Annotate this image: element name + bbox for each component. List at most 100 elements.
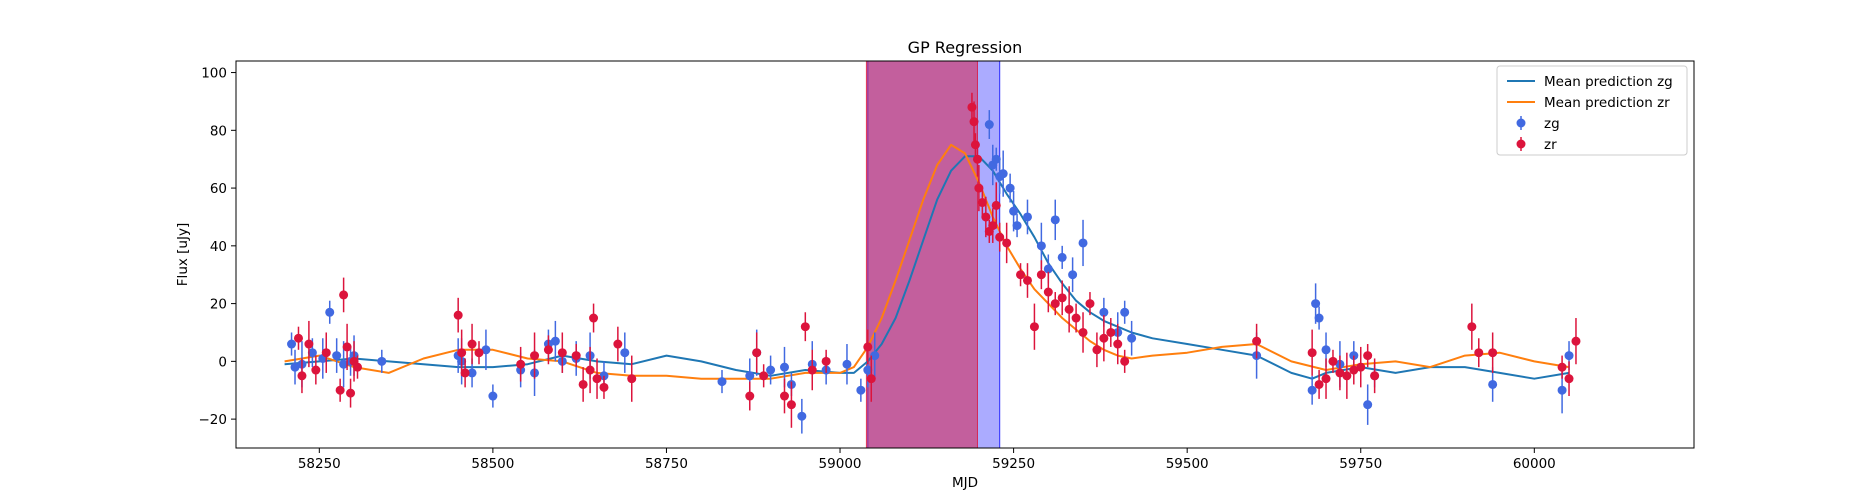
zg-point — [1557, 385, 1567, 395]
zg-point — [1050, 215, 1060, 225]
zr-point — [1078, 327, 1088, 337]
zg-point — [1127, 333, 1137, 343]
zg-point — [745, 371, 755, 381]
zr-point — [1071, 313, 1081, 323]
zg-point — [1057, 252, 1067, 262]
zr-point — [1349, 365, 1359, 375]
zr-point — [467, 339, 477, 349]
zg-point — [1005, 183, 1015, 193]
zg-point — [620, 348, 630, 358]
zg-point — [1099, 307, 1109, 317]
zg-point — [290, 362, 300, 372]
y-tick-label: 100 — [201, 66, 227, 82]
legend-label: zr — [1544, 137, 1557, 153]
zr-point — [981, 212, 991, 222]
zr-point — [1314, 379, 1324, 389]
y-tick-label: 80 — [210, 123, 227, 139]
legend-label: zg — [1544, 116, 1560, 132]
zr-point — [800, 322, 810, 332]
zg-point — [1488, 379, 1498, 389]
x-axis: 58250 58500 58750 59000 59250 59500 59750 60000 — [298, 448, 1556, 472]
y-tick-label: 40 — [210, 239, 227, 255]
x-tick-label: 58250 — [298, 456, 341, 472]
zr-point — [779, 391, 789, 401]
zr-point — [1120, 356, 1130, 366]
zr-point — [972, 154, 982, 164]
x-axis-title: MJD — [952, 475, 978, 491]
zg-point — [1068, 270, 1078, 280]
zg-point — [797, 411, 807, 421]
zr-point — [474, 348, 484, 358]
zr-point — [1022, 275, 1032, 285]
zr-point — [1106, 327, 1116, 337]
zr-point — [988, 221, 998, 231]
zr-point — [1564, 374, 1574, 384]
zr-point — [613, 339, 623, 349]
zg-point — [1022, 212, 1032, 222]
zr-point — [297, 371, 307, 381]
zr-point — [863, 342, 873, 352]
zr-point — [571, 351, 581, 361]
y-tick-label: 60 — [210, 181, 227, 197]
zr-point — [1252, 336, 1262, 346]
zr-point — [1328, 356, 1338, 366]
zr-point — [1050, 299, 1060, 309]
zr-point — [1571, 336, 1581, 346]
zg-point — [1564, 351, 1574, 361]
zr-point — [1557, 362, 1567, 372]
legend: Mean prediction zg Mean prediction zr zg zr — [1496, 65, 1688, 156]
zg-point — [779, 362, 789, 372]
zg-point — [488, 391, 498, 401]
plot-frame — [235, 60, 1695, 449]
zr-point — [460, 368, 470, 378]
x-tick-label: 59750 — [1339, 456, 1382, 472]
zr-point — [866, 374, 876, 384]
zr-point — [1474, 348, 1484, 358]
zr-point — [557, 348, 567, 358]
legend-box — [1496, 65, 1688, 156]
zg-point — [1307, 385, 1317, 395]
zg-point — [1043, 264, 1053, 274]
zr-point — [339, 290, 349, 300]
zg-point — [984, 120, 994, 130]
zg-point — [1012, 221, 1022, 231]
zr-point — [1029, 322, 1039, 332]
zg-point — [717, 377, 727, 387]
zr-point — [457, 348, 467, 358]
y-axis-title: Flux [uJy] — [175, 223, 191, 286]
zg-point — [467, 368, 477, 378]
x-tick-label: 60000 — [1513, 456, 1556, 472]
zr-point — [453, 310, 463, 320]
zg-point — [856, 385, 866, 395]
zr-point — [1016, 270, 1026, 280]
zg-point — [481, 345, 491, 355]
zg-point — [550, 336, 560, 346]
zr-point — [991, 200, 1001, 210]
zg-point — [339, 359, 349, 369]
zg-point — [1120, 307, 1130, 317]
zg-point — [325, 307, 335, 317]
zg-point — [1363, 400, 1373, 410]
zr-point — [592, 374, 602, 384]
zr-point — [346, 388, 356, 398]
x-tick-label: 59000 — [819, 456, 862, 472]
zr-point — [977, 198, 987, 208]
zr-point — [627, 374, 637, 384]
zg-point — [1078, 238, 1088, 248]
series-line-1 — [284, 143, 1570, 380]
zg-point — [1311, 299, 1321, 309]
zg-point — [870, 351, 880, 361]
zr-point — [1342, 371, 1352, 381]
zr-point — [1307, 348, 1317, 358]
y-tick-label: −20 — [199, 412, 228, 428]
zr-point — [1467, 322, 1477, 332]
zr-point — [1057, 293, 1067, 303]
zr-point — [752, 348, 762, 358]
zr-point — [589, 313, 599, 323]
zr-point — [585, 365, 595, 375]
highlight-span-1 — [865, 60, 978, 449]
zg-point — [991, 154, 1001, 164]
zr-point — [759, 371, 769, 381]
y-tick-label: 20 — [210, 297, 227, 313]
zr-point — [353, 362, 362, 372]
